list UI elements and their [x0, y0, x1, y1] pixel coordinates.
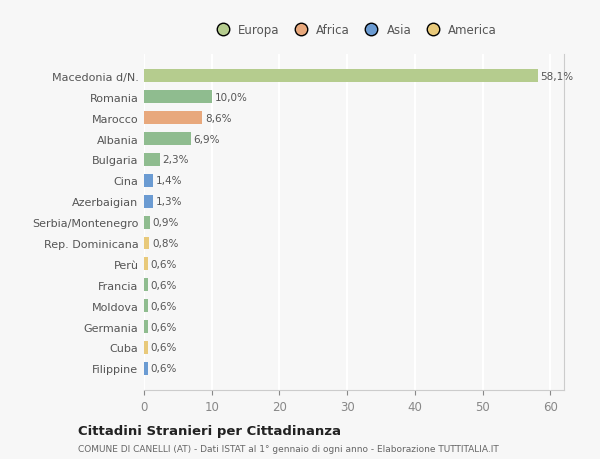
Text: 0,6%: 0,6% — [151, 280, 177, 290]
Legend: Europa, Africa, Asia, America: Europa, Africa, Asia, America — [211, 24, 497, 37]
Text: 0,6%: 0,6% — [151, 259, 177, 269]
Bar — [144, 320, 148, 333]
Text: 6,9%: 6,9% — [193, 134, 220, 144]
Bar — [144, 91, 212, 104]
Text: COMUNE DI CANELLI (AT) - Dati ISTAT al 1° gennaio di ogni anno - Elaborazione TU: COMUNE DI CANELLI (AT) - Dati ISTAT al 1… — [78, 444, 499, 453]
Text: 1,3%: 1,3% — [155, 197, 182, 207]
Text: 0,9%: 0,9% — [153, 218, 179, 228]
Bar — [144, 216, 150, 229]
Bar — [144, 112, 202, 125]
Bar — [144, 196, 153, 208]
Text: 2,3%: 2,3% — [162, 155, 189, 165]
Text: 0,6%: 0,6% — [151, 342, 177, 353]
Bar — [144, 299, 148, 313]
Text: 0,6%: 0,6% — [151, 301, 177, 311]
Bar — [144, 70, 538, 83]
Text: Cittadini Stranieri per Cittadinanza: Cittadini Stranieri per Cittadinanza — [78, 425, 341, 437]
Text: 8,6%: 8,6% — [205, 113, 232, 123]
Text: 0,6%: 0,6% — [151, 364, 177, 374]
Text: 1,4%: 1,4% — [156, 176, 182, 186]
Text: 10,0%: 10,0% — [214, 93, 247, 103]
Bar — [144, 154, 160, 167]
Text: 0,6%: 0,6% — [151, 322, 177, 332]
Bar — [144, 174, 154, 187]
Bar — [144, 341, 148, 354]
Bar — [144, 362, 148, 375]
Bar — [144, 237, 149, 250]
Bar — [144, 258, 148, 271]
Bar — [144, 279, 148, 291]
Text: 0,8%: 0,8% — [152, 239, 179, 248]
Bar — [144, 133, 191, 146]
Text: 58,1%: 58,1% — [540, 72, 574, 82]
